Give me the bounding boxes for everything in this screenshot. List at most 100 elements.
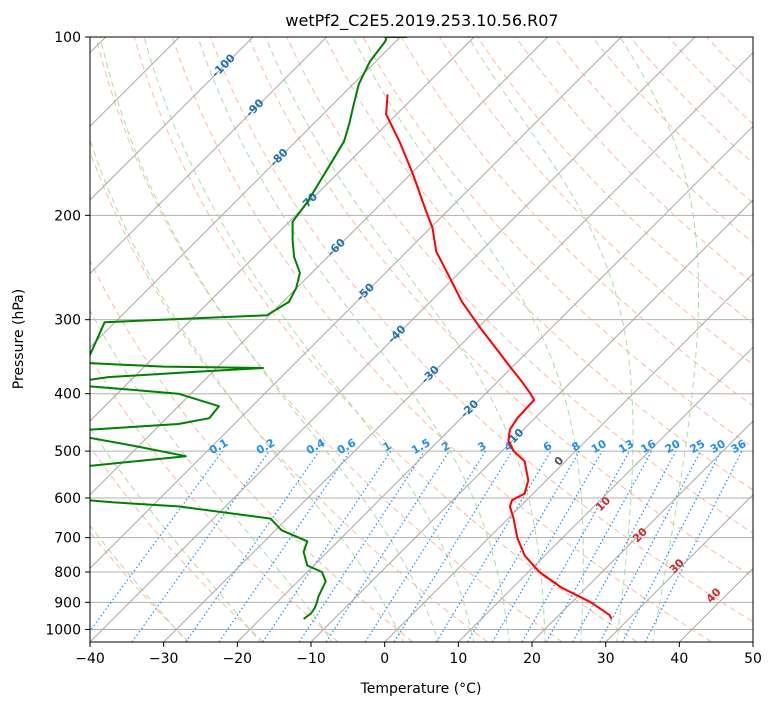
x-axis: −40 −30 −20 −10 0 10 20 30 40 50 bbox=[75, 642, 762, 667]
mixing-ratio-line bbox=[644, 450, 743, 642]
isotherm bbox=[384, 272, 753, 642]
isotherm bbox=[90, 37, 549, 496]
dry-adiabat bbox=[324, 37, 753, 491]
dry-adiabat bbox=[515, 37, 753, 284]
mixing-ratio-label: 36 bbox=[729, 437, 749, 456]
plot-area: -100-90-80-70-60-50-40-30-20-100.1 0.2 0.4… bbox=[90, 37, 753, 642]
x-tick-label: −20 bbox=[223, 651, 253, 667]
x-tick-label: −10 bbox=[296, 651, 326, 667]
y-tick-label: 500 bbox=[54, 444, 81, 460]
isotherm bbox=[90, 37, 622, 570]
isotherm bbox=[163, 51, 753, 642]
x-tick-label: −40 bbox=[75, 651, 105, 667]
dewpoint-line bbox=[90, 37, 407, 620]
isopleth-value-label: 10 bbox=[593, 494, 613, 514]
dry-adiabats bbox=[90, 37, 753, 642]
mixing-ratio-line bbox=[262, 450, 392, 642]
dry-adiabat bbox=[209, 37, 753, 623]
dry-adiabat bbox=[248, 37, 753, 578]
mixing-ratio-label: 3 bbox=[475, 439, 488, 454]
mixing-ratio-line bbox=[298, 450, 425, 642]
isopleth-value-label: 0 bbox=[552, 454, 567, 469]
x-tick-label: 40 bbox=[670, 651, 688, 667]
temperature-line bbox=[385, 94, 613, 620]
y-tick-label: 700 bbox=[54, 531, 81, 547]
y-tick-label: 1000 bbox=[45, 622, 81, 638]
dry-adiabat bbox=[553, 37, 753, 244]
dry-adiabat bbox=[286, 37, 753, 534]
mixing-ratio-line bbox=[521, 450, 631, 642]
mixing-ratio-lines bbox=[90, 450, 743, 642]
isopleth-value-label: 30 bbox=[667, 556, 687, 576]
moist-adiabat bbox=[197, 37, 510, 642]
mixing-ratio-line bbox=[364, 450, 486, 642]
mixing-ratio-label: 25 bbox=[687, 437, 707, 456]
moist-adiabat bbox=[143, 37, 475, 642]
moist-adiabat bbox=[90, 524, 188, 642]
isotherm bbox=[457, 346, 753, 642]
mixing-ratio-line bbox=[466, 450, 580, 642]
dry-adiabat bbox=[400, 37, 753, 407]
moist-adiabat bbox=[265, 37, 546, 642]
plot-frame bbox=[89, 36, 754, 643]
isotherm bbox=[90, 37, 475, 422]
pressure-gridlines bbox=[90, 37, 753, 630]
mixing-ratio-label: 6 bbox=[541, 439, 554, 454]
mixing-ratio-line bbox=[185, 450, 320, 642]
isotherm-label: -40 bbox=[385, 322, 408, 345]
mixing-ratio-line bbox=[435, 450, 552, 642]
isotherm-label: -100 bbox=[209, 51, 238, 80]
dry-adiabat bbox=[171, 37, 712, 642]
dry-adiabat bbox=[629, 37, 753, 165]
mixing-ratio-line bbox=[393, 450, 513, 642]
x-tick-label: −30 bbox=[149, 651, 179, 667]
dry-adiabat bbox=[667, 37, 753, 125]
isotherm bbox=[90, 37, 401, 349]
y-tick-label: 400 bbox=[54, 387, 81, 403]
isotherm-label: -90 bbox=[243, 96, 266, 119]
mixing-ratio-line bbox=[90, 450, 223, 632]
isotherm bbox=[236, 125, 753, 642]
dry-adiabat bbox=[90, 445, 264, 642]
isotherm bbox=[310, 199, 753, 642]
dry-adiabat bbox=[90, 356, 339, 642]
mixing-ratio-label: 0.1 bbox=[207, 436, 230, 457]
dry-adiabat bbox=[90, 150, 488, 642]
y-axis: 100 200 300 400 500 600 700 800 900 1000 bbox=[45, 30, 90, 638]
mixing-ratio-line bbox=[572, 450, 677, 642]
mixing-ratio-label: 1 bbox=[381, 439, 394, 454]
moist-adiabat bbox=[90, 427, 261, 642]
x-tick-label: 10 bbox=[449, 651, 467, 667]
isotherm bbox=[678, 567, 753, 642]
mixing-ratio-label: 1.5 bbox=[409, 436, 432, 457]
dry-adiabat bbox=[90, 259, 414, 642]
isotherm bbox=[531, 420, 753, 642]
mixing-ratio-line bbox=[218, 450, 351, 642]
x-tick-label: 20 bbox=[523, 651, 541, 667]
x-tick-label: 30 bbox=[597, 651, 615, 667]
isotherm bbox=[90, 37, 328, 275]
x-axis-title: Temperature (°C) bbox=[360, 681, 482, 697]
y-tick-label: 300 bbox=[54, 313, 81, 329]
mixing-ratio-line bbox=[325, 450, 450, 642]
moist-adiabat bbox=[99, 37, 440, 642]
mixing-ratio-label: 0.6 bbox=[335, 436, 359, 457]
moist-adiabat bbox=[352, 37, 584, 642]
mixing-ratio-line bbox=[599, 450, 702, 642]
dry-adiabat bbox=[90, 531, 190, 642]
y-tick-label: 600 bbox=[54, 491, 81, 507]
isotherm-label: -60 bbox=[325, 236, 348, 259]
dry-adiabat bbox=[477, 37, 753, 325]
moist-adiabat bbox=[90, 309, 333, 642]
mixing-ratio-line bbox=[545, 450, 653, 642]
y-tick-label: 800 bbox=[54, 565, 81, 581]
y-tick-label: 200 bbox=[54, 208, 81, 224]
dry-adiabat bbox=[438, 37, 753, 365]
isotherm bbox=[90, 37, 696, 642]
x-tick-label: 50 bbox=[744, 651, 762, 667]
mixing-ratio-label: 20 bbox=[663, 437, 683, 456]
skewed-isotherms bbox=[90, 37, 753, 642]
chart-title: wetPf2_C2E5.2019.253.10.56.R07 bbox=[285, 11, 558, 31]
isotherm bbox=[752, 641, 753, 642]
